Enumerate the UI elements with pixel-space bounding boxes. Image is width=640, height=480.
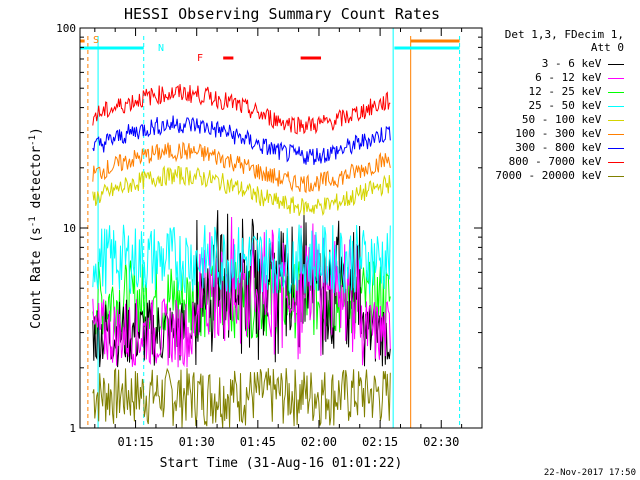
series-line-4 xyxy=(92,165,391,217)
legend-swatch xyxy=(608,147,624,149)
series-line-3 xyxy=(92,224,391,294)
y-tick-label: 1 xyxy=(69,422,76,435)
legend-entry-label: 100 - 300 keV xyxy=(515,127,608,140)
legend-swatch xyxy=(608,91,624,93)
x-tick-label: 01:30 xyxy=(179,435,215,449)
legend-entry-label: 300 - 800 keV xyxy=(515,141,608,154)
legend-entry-label: 3 - 6 keV xyxy=(541,57,608,70)
series-line-8 xyxy=(92,367,391,428)
x-tick-label: 02:00 xyxy=(301,435,337,449)
legend-swatch xyxy=(608,63,624,65)
legend-entry: 50 - 100 keV xyxy=(522,113,624,126)
flare-label: F xyxy=(197,53,203,64)
legend-entry: 100 - 300 keV xyxy=(515,127,624,140)
legend-swatch xyxy=(608,77,624,79)
x-tick-label: 02:15 xyxy=(362,435,398,449)
legend-entry: 6 - 12 keV xyxy=(535,71,624,84)
saa-label: S xyxy=(93,35,99,46)
night-label: N xyxy=(158,43,164,54)
legend-entry-label: 7000 - 20000 keV xyxy=(495,169,608,182)
legend-entry-label: 800 - 7000 keV xyxy=(508,155,608,168)
legend-swatch xyxy=(608,105,624,107)
legend-entry: 300 - 800 keV xyxy=(515,141,624,154)
chart-title: HESSI Observing Summary Count Rates xyxy=(124,5,440,23)
x-tick-label: 02:30 xyxy=(423,435,459,449)
legend-entry: 3 - 6 keV xyxy=(542,57,624,70)
legend-entry: 25 - 50 keV xyxy=(529,99,624,112)
legend-swatch xyxy=(608,119,624,121)
y-tick-label: 10 xyxy=(63,222,76,235)
legend-entry: 12 - 25 keV xyxy=(529,85,624,98)
legend-entry: 7000 - 20000 keV xyxy=(495,169,624,182)
footer-date: 22-Nov-2017 17:50 xyxy=(544,468,636,478)
legend-header-line-2: Att 0 xyxy=(590,41,624,54)
series-line-6 xyxy=(92,115,391,165)
legend-entry-label: 50 - 100 keV xyxy=(521,113,608,126)
plot-frame xyxy=(79,27,483,429)
legend-entry-label: 6 - 12 keV xyxy=(535,71,608,84)
series-line-0 xyxy=(92,210,391,368)
legend-swatch xyxy=(608,133,624,135)
legend-swatch xyxy=(608,175,624,177)
x-tick-label: 01:45 xyxy=(240,435,276,449)
y-tick-label: 100 xyxy=(56,22,76,35)
series-line-7 xyxy=(92,84,391,135)
legend-entry: 800 - 7000 keV xyxy=(509,155,624,168)
legend-header-line-1: Det 1,3, FDecim 1, xyxy=(504,28,624,41)
legend-swatch xyxy=(608,161,624,163)
x-axis-label: Start Time (31-Aug-16 01:01:22) xyxy=(160,456,403,471)
legend-entry-label: 25 - 50 keV xyxy=(528,99,608,112)
legend-entry-label: 12 - 25 keV xyxy=(528,85,608,98)
x-tick-label: 01:15 xyxy=(118,435,154,449)
series-line-5 xyxy=(92,141,391,194)
y-axis-label: Count Rate (s-1 detector-1) xyxy=(28,127,44,329)
